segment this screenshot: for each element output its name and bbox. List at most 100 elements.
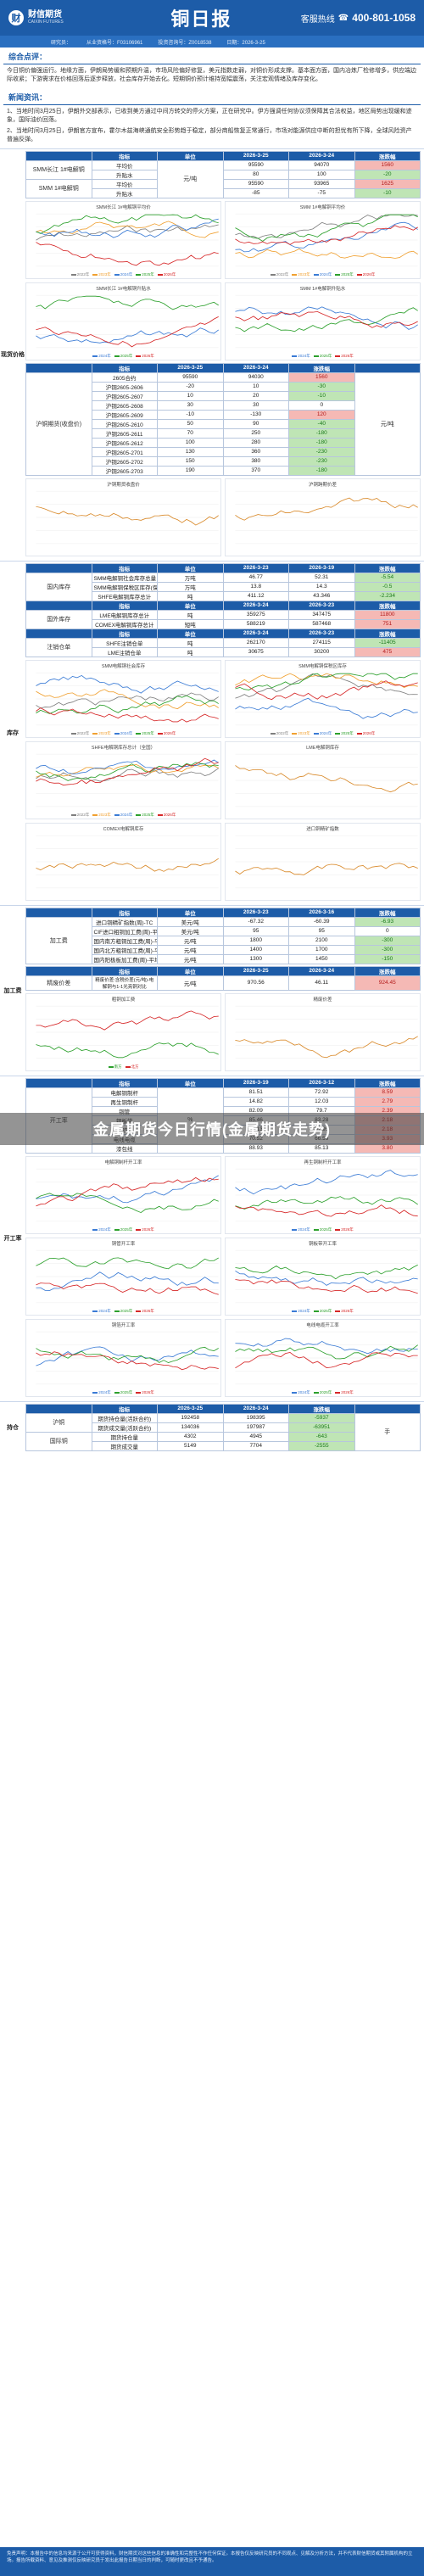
table-cell: COMEX电解铜库存总计 bbox=[91, 618, 158, 629]
header-cell: 2026-3-12 bbox=[288, 1077, 355, 1088]
chart-c8: SMM电解铜保税区库存 2022年 2023年 2024年 2025年 2026年 bbox=[225, 659, 421, 738]
table-cell: LME电解铜库存总计 bbox=[91, 609, 158, 620]
chart-plot bbox=[36, 753, 219, 807]
chart-title: 电线电缆开工率 bbox=[306, 1322, 339, 1328]
chart-legend: 2022年 2023年 2024年 2025年 2026年 bbox=[26, 813, 220, 818]
summary-title: 综合点评： bbox=[3, 47, 421, 64]
series-line bbox=[36, 1282, 219, 1295]
table-cell: 924.45 bbox=[354, 975, 421, 991]
series-line bbox=[235, 863, 418, 875]
table-cell: 93965 bbox=[288, 178, 355, 189]
table-cell: 短吨 bbox=[157, 618, 224, 629]
chart-title: SMM 1#电解铜升贴水 bbox=[299, 286, 346, 292]
series-line bbox=[36, 1193, 219, 1213]
table-cell: 81.51 bbox=[222, 1087, 289, 1098]
phone-icon: ☎ bbox=[338, 13, 349, 23]
legend-item: 2024年 bbox=[314, 272, 332, 277]
table-cell: 平均价 bbox=[91, 178, 158, 189]
table-cell: SHFE注销仓单 bbox=[91, 637, 158, 648]
table-cell: 20 bbox=[222, 390, 289, 401]
table-row: 沪铜2605-2610 50 90 -40 bbox=[26, 418, 421, 429]
table-row: 国外库存 LME电解铜库存总计吨 359275 347475 11800 bbox=[25, 609, 421, 629]
legend-item: 2024年 bbox=[292, 1309, 310, 1314]
table-cell: 30 bbox=[157, 400, 224, 411]
futures-table: 指标 2026-3-25 2026-3-24 涨跌幅 沪铜期货(收盘价) 2605合约 95… bbox=[25, 362, 421, 476]
table-cell: 期货成交量(活跃合约) bbox=[91, 1422, 158, 1433]
legend-item: 2024年 bbox=[92, 354, 111, 359]
header-cell: 指标 bbox=[91, 562, 158, 573]
header-cell: 指标 bbox=[91, 907, 158, 918]
meta-researcher: 研究员： bbox=[51, 40, 72, 46]
logo-name: 财信期货 bbox=[28, 9, 62, 20]
header-cell: 单位 bbox=[157, 628, 224, 639]
header-cell: 2026-3-25 bbox=[222, 150, 289, 161]
chart-c12: 进口铜精矿指数 bbox=[225, 822, 421, 901]
unit-cell: 元/吨 bbox=[354, 372, 421, 476]
legend-item: 2024年 bbox=[114, 813, 133, 818]
inventory-block: 库存 指标 单位 2026-3-23 2026-3-19 涨跌幅 国内库存 SMM电解铜社会… bbox=[0, 560, 424, 905]
table-cell: 元/吨 bbox=[157, 944, 224, 955]
table-row: 沪铜2605-2702 150 380 -230 bbox=[26, 455, 421, 467]
series-line bbox=[235, 307, 418, 332]
hotline-label: 客服热线 bbox=[300, 14, 335, 25]
legend-item: 2025年 bbox=[314, 1227, 332, 1232]
table-cell: -63951 bbox=[288, 1422, 355, 1433]
series-line bbox=[235, 1169, 418, 1194]
series-line bbox=[36, 316, 219, 348]
series-line bbox=[235, 1196, 418, 1210]
chart-title: SMM长江 1#电解铜平均价 bbox=[96, 204, 151, 210]
inventory-charts: SMM电解铜社会库存 2022年 2023年 2024年 2025年 2026年 SMM电… bbox=[25, 657, 421, 903]
legend-item: 2026年 bbox=[335, 1227, 354, 1232]
header-cell bbox=[25, 562, 92, 573]
table-row: 沪铜2605-2611 70 250 -180 bbox=[26, 427, 421, 439]
series-line bbox=[36, 242, 219, 266]
table-cell: 30675 bbox=[222, 646, 289, 657]
series-line bbox=[36, 1257, 219, 1270]
header-cell bbox=[25, 600, 92, 611]
table-cell: 72.92 bbox=[288, 1087, 355, 1098]
table-cell: -5.54 bbox=[354, 572, 421, 583]
legend-item: 2025年 bbox=[114, 354, 133, 359]
table-cell: SHFE电解铜库存总计 bbox=[91, 590, 158, 601]
chart-c11: COMEX电解铜库存 bbox=[25, 822, 221, 901]
table-cell: 沪铜2605-2608 bbox=[91, 400, 158, 411]
header-cell: 2026-3-23 bbox=[288, 600, 355, 611]
table-row: SMM长江 1#电解铜 平均价 元/吨 95590 94070 1560 bbox=[25, 159, 421, 198]
table-cell: 美元/吨 bbox=[157, 925, 224, 936]
series-line bbox=[36, 858, 219, 872]
chart-title: 精废价差 bbox=[313, 997, 332, 1003]
header-cell: 指标 bbox=[91, 600, 158, 611]
chart-plot bbox=[235, 672, 418, 725]
table-cell: -0.5 bbox=[354, 581, 421, 592]
chart-legend: 2024年 2025年 2026年 bbox=[226, 1309, 420, 1314]
legend-item: 2023年 bbox=[292, 731, 310, 736]
table-cell: 吨 bbox=[157, 590, 224, 601]
summary-text: 今日铜价偏强运行。地缘方面，伊朗局势缓和预期升温，市场风险偏好修复，美元指数走弱… bbox=[7, 68, 416, 83]
table-row: 沪铜期货(收盘价) 2605合约 95590 94030 1560 元/吨 bbox=[25, 372, 421, 476]
legend-item: 2025年 bbox=[136, 272, 154, 277]
header-cell: 单位 bbox=[157, 965, 224, 976]
chart-legend: 2024年 2025年 2026年 bbox=[226, 1390, 420, 1395]
chart-c20: 电线电缆开工率 2024年 2025年 2026年 bbox=[225, 1318, 421, 1397]
header-cell: 2026-3-24 bbox=[222, 362, 289, 373]
header-cell: 涨跌幅 bbox=[354, 562, 421, 573]
legend-item: 2025年 bbox=[335, 731, 354, 736]
series-line bbox=[235, 1278, 418, 1294]
series-line bbox=[36, 768, 219, 782]
chart-c17: 铜管开工率 2024年 2025年 2026年 bbox=[25, 1237, 221, 1316]
series-line bbox=[36, 674, 219, 694]
header-cell: 涨跌幅 bbox=[354, 628, 421, 639]
table-cell: -20 bbox=[157, 381, 224, 392]
header-cell: 2026-3-24 bbox=[222, 600, 289, 611]
chart-plot bbox=[235, 1168, 418, 1221]
table-cell: 期货持仓量(活跃合约) bbox=[91, 1412, 158, 1423]
header-cell bbox=[25, 1403, 92, 1414]
table-cell: -67.32 bbox=[222, 916, 289, 927]
table-header-row: 指标 单位 2026-3-24 2026-3-23 涨跌幅 bbox=[25, 600, 421, 611]
chart-c1: SMM长江 1#电解铜平均价 2022年 2023年 2024年 2025年 2026年 bbox=[25, 200, 221, 279]
table-cell: 52.31 bbox=[288, 572, 355, 583]
table-cell: 13.8 bbox=[222, 581, 289, 592]
header-cell: 指标 bbox=[91, 1403, 158, 1414]
table-cell: 1700 bbox=[288, 944, 355, 955]
